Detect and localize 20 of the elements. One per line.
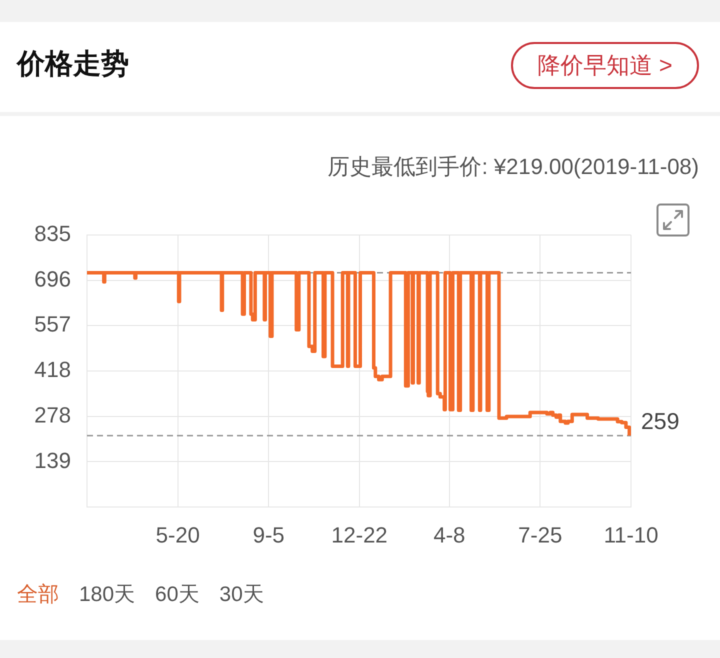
text: 60天 [155, 582, 200, 608]
y-tick-label: 418 [34, 356, 71, 382]
y-tick-label: 696 [34, 266, 71, 292]
x-tick-label: 11-10 [604, 522, 658, 548]
text: 全部 [17, 582, 59, 608]
y-tick-label: 278 [34, 402, 71, 428]
annotation: 259 [641, 408, 680, 434]
y-tick-label: 557 [34, 312, 71, 337]
chart-subtitle: 历史最低到手价: ¥219.00(2019-11-08) [328, 153, 699, 181]
x-tick-label: 12-22 [331, 522, 388, 548]
x-tick-label: 5-20 [156, 522, 200, 548]
y-tick-label: 139 [34, 448, 71, 473]
x-tick-label: 4-8 [433, 522, 466, 548]
chart-title: 价格走势 [17, 47, 129, 81]
text: 30天 [219, 582, 264, 608]
text: 降价早知道 > [538, 52, 672, 78]
text: 180天 [79, 582, 136, 608]
x-tick-label: 9-5 [252, 522, 285, 548]
x-tick-label: 7-25 [518, 522, 562, 548]
y-tick-label: 835 [34, 221, 71, 246]
